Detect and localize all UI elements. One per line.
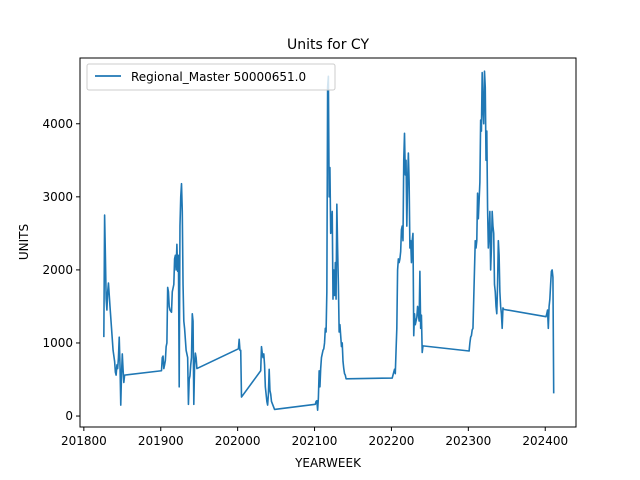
x-tick-label: 202200	[369, 434, 415, 448]
x-tick-label: 202400	[522, 434, 568, 448]
x-axis-label: YEARWEEK	[294, 456, 362, 470]
legend-label: Regional_Master 50000651.0	[131, 70, 306, 84]
chart-title: Units for CY	[287, 37, 369, 53]
legend: Regional_Master 50000651.0	[86, 63, 336, 91]
series-line-0	[103, 70, 555, 411]
y-tick-label: 3000	[42, 190, 73, 204]
y-tick-label: 4000	[42, 117, 73, 131]
x-axis: 201800 201900 202000 202100 202200 202300 2024…	[61, 427, 568, 448]
legend-box	[86, 63, 336, 91]
y-axis: 0 1000 2000 3000 4000	[42, 117, 80, 423]
x-tick-label: 201800	[61, 434, 107, 448]
plot-area	[79, 57, 577, 428]
y-tick-label: 2000	[42, 263, 73, 277]
x-tick-label: 202300	[445, 434, 491, 448]
plot-frame	[79, 57, 577, 428]
y-axis-label: UNITS	[17, 224, 31, 260]
x-tick-label: 202100	[292, 434, 338, 448]
x-tick-label: 202000	[215, 434, 261, 448]
x-tick-label: 201900	[138, 434, 184, 448]
y-tick-label: 1000	[42, 336, 73, 350]
y-tick-label: 0	[65, 409, 73, 423]
